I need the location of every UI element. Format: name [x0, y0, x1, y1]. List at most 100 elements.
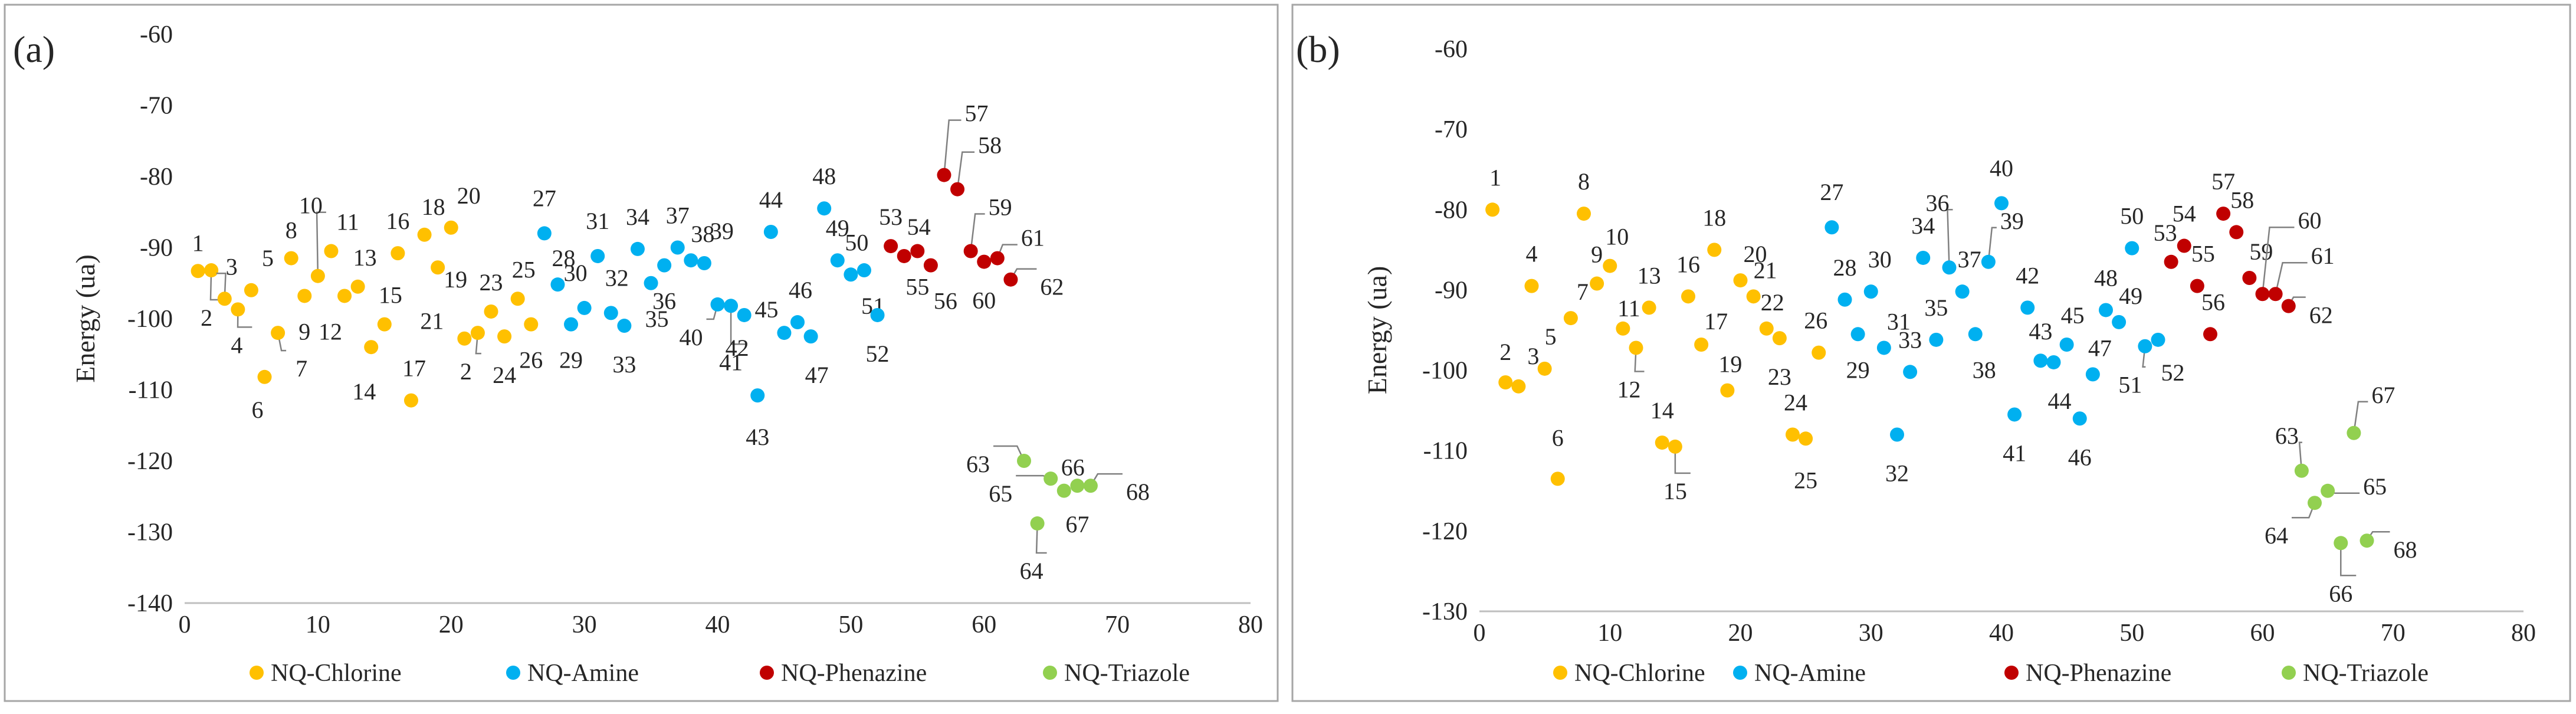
- data-point: [377, 317, 392, 332]
- data-label: 38: [1973, 356, 1996, 383]
- y-tick-label: -70: [1435, 116, 1468, 143]
- data-point: [1563, 311, 1578, 326]
- data-label: 43: [746, 424, 769, 450]
- data-point: [310, 268, 325, 283]
- data-point: [2308, 496, 2322, 510]
- x-tick-label: 20: [1728, 620, 1753, 647]
- x-tick-label: 60: [972, 611, 996, 638]
- data-label: 30: [564, 260, 588, 286]
- data-point: [337, 289, 352, 303]
- legend-marker: [1553, 666, 1567, 680]
- data-point: [524, 317, 539, 332]
- data-point: [963, 244, 978, 258]
- data-point: [817, 201, 832, 216]
- y-tick-label: -80: [140, 163, 173, 191]
- data-label: 13: [1638, 262, 1661, 289]
- data-point: [1485, 202, 1500, 217]
- leader-line: [1634, 348, 1645, 372]
- data-point: [1916, 250, 1931, 265]
- data-label: 6: [252, 397, 264, 423]
- data-label: 28: [1833, 254, 1857, 281]
- legend-marker: [2004, 666, 2019, 680]
- data-label: 4: [1526, 241, 1538, 267]
- data-point: [2281, 299, 2296, 313]
- data-label: 49: [2119, 283, 2142, 309]
- data-point: [657, 258, 672, 273]
- data-point: [923, 258, 938, 273]
- data-label: 32: [605, 264, 629, 291]
- data-label: 55: [2191, 241, 2215, 267]
- leader-line: [730, 306, 747, 345]
- data-point: [1994, 196, 2009, 211]
- data-point: [844, 267, 858, 282]
- data-label: 55: [905, 274, 929, 300]
- data-point: [990, 251, 1005, 266]
- data-label: 56: [2201, 289, 2225, 315]
- legend-entry: NQ-Amine: [527, 660, 639, 687]
- data-point: [324, 244, 339, 258]
- data-point: [897, 248, 911, 263]
- x-tick-label: 70: [2381, 620, 2406, 647]
- legend-entry: NQ-Triazole: [1064, 660, 1190, 687]
- x-tick-label: 40: [1989, 620, 2014, 647]
- data-label: 3: [1527, 343, 1539, 369]
- data-point: [1903, 365, 1918, 379]
- data-point: [1707, 243, 1722, 257]
- data-point: [1955, 284, 1970, 299]
- data-point: [1720, 383, 1735, 398]
- data-label: 18: [1702, 204, 1726, 231]
- data-point: [1017, 454, 1032, 468]
- x-tick-label: 80: [1238, 611, 1263, 638]
- data-label: 29: [559, 347, 583, 374]
- data-label: 10: [1605, 224, 1629, 250]
- leader-line: [2340, 543, 2357, 577]
- data-point: [1812, 345, 1826, 360]
- data-label: 46: [2068, 444, 2092, 470]
- data-label: 36: [652, 288, 676, 315]
- leader-line: [2298, 441, 2303, 471]
- legend-marker: [1733, 666, 1747, 680]
- data-point: [977, 254, 992, 269]
- data-label: 62: [2309, 302, 2333, 329]
- data-point: [737, 307, 752, 322]
- data-label: 47: [2088, 335, 2112, 361]
- data-label: 57: [964, 100, 988, 127]
- data-label: 23: [480, 269, 503, 296]
- data-label: 7: [296, 355, 307, 382]
- data-label: 59: [2249, 238, 2273, 265]
- data-label: 20: [1744, 241, 1767, 267]
- data-point: [284, 251, 298, 266]
- data-point: [1603, 258, 1617, 273]
- data-label: 53: [2154, 220, 2177, 246]
- data-point: [2360, 533, 2374, 548]
- data-label: 12: [1617, 376, 1641, 402]
- data-point: [1942, 260, 1957, 275]
- data-label: 60: [2298, 207, 2322, 234]
- data-label: 24: [1784, 389, 1807, 415]
- data-point: [1824, 220, 1839, 235]
- data-point: [763, 224, 778, 239]
- data-label: 39: [710, 218, 734, 244]
- data-label: 65: [989, 480, 1012, 507]
- data-point: [1929, 332, 1944, 347]
- data-point: [1863, 284, 1878, 299]
- data-point: [364, 340, 379, 355]
- legend-entry: NQ-Amine: [1754, 660, 1866, 687]
- data-point: [1642, 300, 1656, 315]
- data-point: [684, 253, 698, 268]
- data-point: [1890, 427, 1904, 442]
- data-point: [444, 220, 458, 235]
- data-point: [537, 226, 552, 241]
- data-label: 43: [2029, 318, 2052, 345]
- data-point: [191, 264, 205, 279]
- data-label: 57: [2211, 168, 2235, 195]
- data-point: [350, 279, 365, 294]
- data-label: 26: [1804, 307, 1827, 334]
- leader-line: [2262, 226, 2295, 294]
- x-tick-label: 10: [1597, 620, 1622, 647]
- data-label: 16: [1676, 251, 1700, 277]
- data-label: 45: [754, 296, 778, 323]
- y-tick-label: -110: [129, 377, 173, 404]
- data-label: 15: [379, 282, 402, 309]
